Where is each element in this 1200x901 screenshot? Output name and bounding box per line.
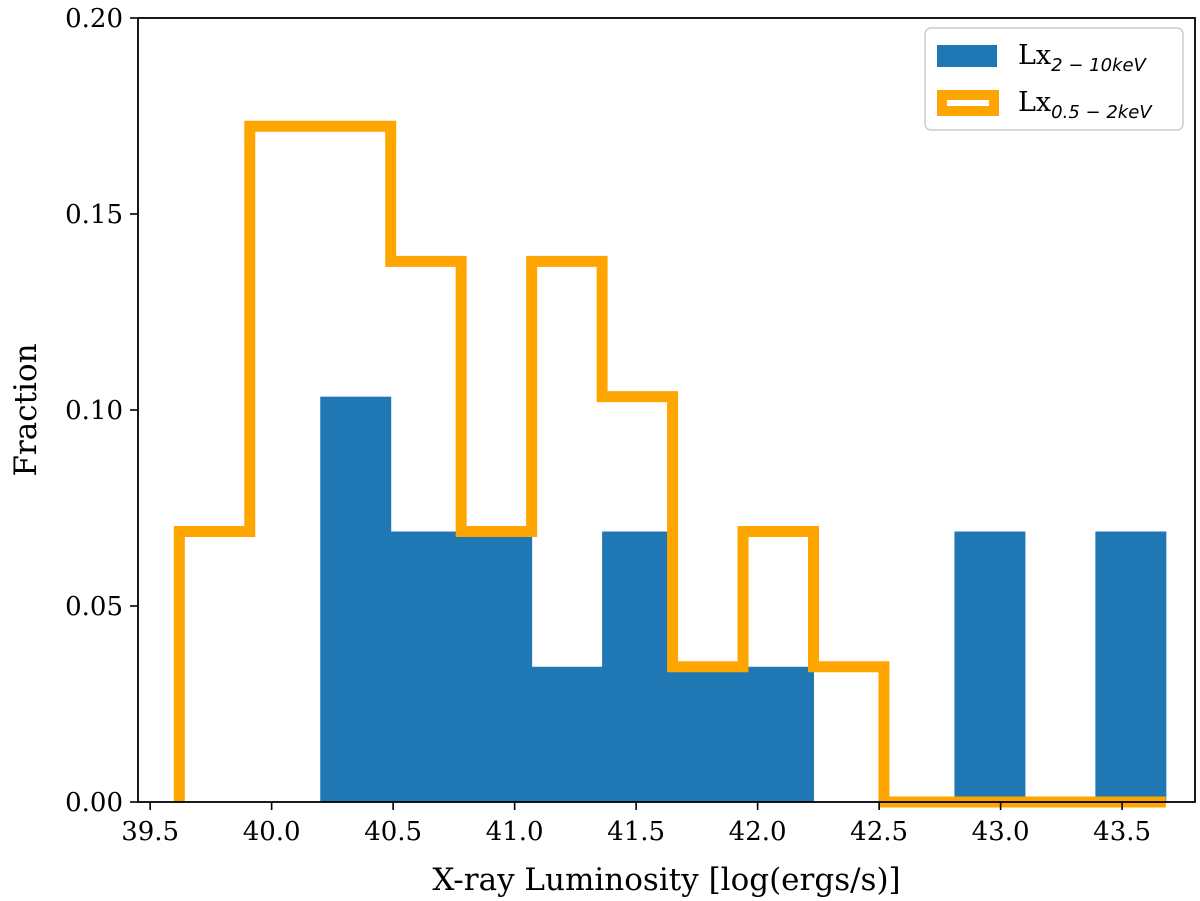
histogram-bar [531, 666, 603, 802]
x-tick-label: 43.5 [1093, 817, 1151, 847]
legend-label-subscript: 2 − 10keV [1051, 55, 1147, 76]
y-tick-label: 0.20 [65, 4, 123, 34]
x-axis-label: X-ray Luminosity [log(ergs/s)] [432, 862, 900, 898]
histogram-bar [461, 531, 533, 802]
y-tick-label: 0.00 [65, 788, 123, 818]
histogram-bar [743, 666, 815, 802]
legend-swatch-filled [937, 45, 997, 67]
histogram-bar [954, 531, 1026, 802]
x-tick-label: 39.5 [121, 817, 179, 847]
y-tick-label: 0.05 [65, 592, 123, 622]
y-tick-label: 0.15 [65, 200, 123, 230]
y-axis-label: Fraction [8, 343, 44, 476]
x-tick-label: 40.5 [364, 817, 422, 847]
legend-label-subscript: 0.5 − 2keV [1051, 102, 1153, 123]
filled-bars [320, 396, 1167, 802]
x-tick-label: 42.5 [850, 817, 908, 847]
histogram-bar [390, 531, 462, 802]
x-tick-label: 43.0 [972, 817, 1030, 847]
x-tick-label: 41.5 [607, 817, 665, 847]
x-tick-label: 41.0 [486, 817, 544, 847]
x-tick-label: 40.0 [243, 817, 301, 847]
x-tick-label: 42.0 [729, 817, 787, 847]
y-axis-ticks: 0.00 0.05 0.10 0.15 0.20 [65, 4, 138, 818]
x-axis-ticks: 39.5 40.0 40.5 41.0 41.5 42.0 42.5 43.0 43.5 [121, 802, 1151, 847]
histogram-bar [320, 396, 392, 802]
legend-swatch-outline [937, 90, 999, 116]
histogram-bar [602, 531, 674, 802]
y-tick-label: 0.10 [65, 396, 123, 426]
histogram-bar [672, 666, 744, 802]
histogram-bar [1095, 531, 1167, 802]
